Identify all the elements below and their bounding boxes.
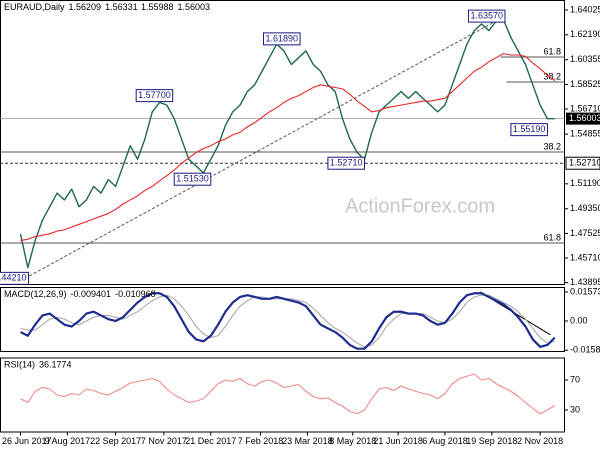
indicator-reading: -0.010968 [115,289,156,299]
y-tick-label: 1.49350 [570,203,600,213]
panel-frame [0,357,565,433]
ohlc-value: 1.56209 [69,2,102,12]
panel-title: EURAUD,Daily 1.56209 1.56331 1.55988 1.56003 [4,2,210,12]
panel-title: MACD(12,26,9) -0.009401 -0.010968 [4,289,156,299]
y-tick-label: 1.54855 [570,129,600,139]
annotation-box [510,123,548,137]
indicator-reading: -0.009401 [71,289,112,299]
price-annotation: 1.57700 [135,89,174,103]
last-price-label: 1.56003 [569,113,600,123]
fib-label: 61.8 [543,46,561,56]
ohlc-value: 1.56003 [177,2,210,12]
annotation-box [173,172,212,186]
y-tick-label: 1.62190 [570,29,600,39]
x-tick-label: 9 Aug 2017 [45,436,91,446]
annotation-box [327,156,365,170]
price-annotation: 1.55190 [510,123,548,137]
title-text: EURAUD,Daily [4,2,65,12]
title-text: RSI(14) [4,360,35,370]
annotation-label: 1.52710 [330,158,363,168]
x-tick-label: 7 Feb 2018 [238,436,284,446]
y-tick-label: 70 [570,374,580,384]
annotation-box [135,89,174,103]
y-tick-label: 1.51190 [570,178,600,188]
annotation-box [263,32,301,46]
support-label: 1.52710 [569,158,600,168]
y-tick-label: 1.56710 [570,103,600,113]
x-tick-label: 26 Jun 2017 [2,436,52,446]
x-tick-label: 22 Sep 2017 [90,436,141,446]
y-tick-label: 1.60355 [570,54,600,64]
panel-title: RSI(14) 36.1774 [4,360,72,370]
y-tick-label: 1.58525 [570,79,600,89]
panel-frame [0,287,565,352]
x-tick-label: 21 Jun 2018 [373,436,423,446]
x-tick-label: 21 Dec 2017 [185,436,236,446]
annotation-label: 1.55190 [513,124,546,134]
x-tick-label: 19 Sep 2018 [466,436,517,446]
annotation-label: 1.57700 [138,90,171,100]
x-tick-label: 2 Nov 2018 [517,436,563,446]
series-line [20,53,556,242]
annotation-label: 1.44210 [0,273,27,283]
watermark: ActionForex.com [345,195,495,217]
y-tick-label: 1.43895 [570,277,600,287]
x-tick-label: 23 Mar 2018 [282,436,333,446]
y-tick-label: -0.015834 [570,345,600,355]
annotation-box [0,271,30,285]
indicator-reading: 36.1774 [39,360,72,370]
y-tick-label: 0.015732 [570,286,600,296]
price-annotation: 1.44210 [0,271,30,285]
y-tick-label: 30 [570,404,580,414]
last-price-box [566,112,600,125]
fib-label: 38.2 [543,141,561,151]
y-tick-label: 1.64025 [570,4,600,14]
y-tick-label: 1.45710 [570,252,600,262]
title-text: MACD(12,26,9) [4,289,67,299]
x-tick-label: 6 Aug 2018 [422,436,468,446]
ohlc-value: 1.56331 [105,2,138,12]
ohlc-value: 1.55988 [141,2,174,12]
annotation-label: 1.63570 [470,10,503,20]
series-line [20,294,555,348]
x-tick-label: 7 Nov 2017 [141,436,187,446]
price-annotation: 1.61890 [263,32,301,46]
x-tick-label: 8 May 2018 [329,436,376,446]
series-line [19,292,556,350]
panel-frame [0,0,565,285]
fib-label: 61.8 [543,232,561,242]
series-line [20,373,556,415]
y-tick-label: 1.47525 [570,228,600,238]
price-annotation: 1.52710 [327,156,365,170]
annotation-label: 1.61890 [266,33,299,43]
fib-label: 38.2 [543,71,561,81]
annotation-box [467,9,506,23]
price-annotation: 1.51530 [173,172,212,186]
y-tick-label: 0.00 [570,315,588,325]
annotation-label: 1.51530 [176,174,209,184]
price-annotation: 1.63570 [467,9,506,23]
trendline [24,15,506,279]
support-box [565,156,600,170]
series-line [19,19,555,269]
